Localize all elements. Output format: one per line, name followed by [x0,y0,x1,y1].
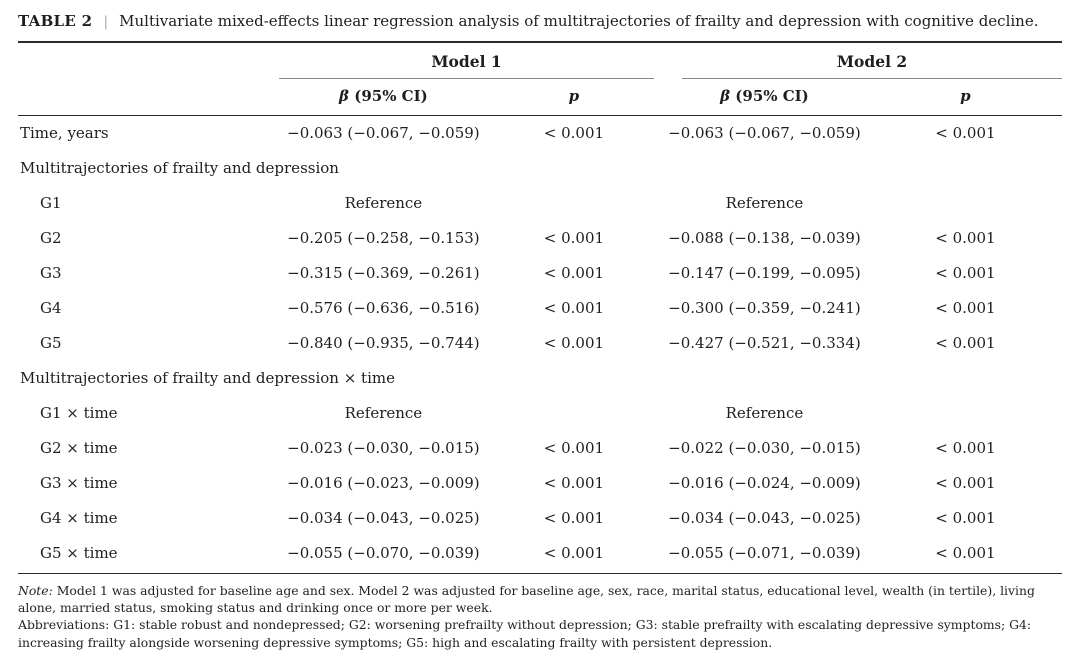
model2-label: Model 2 [836,51,908,71]
table-row-g3: G3 −0.315 (−0.369, −0.261) < 0.001 −0.14… [18,256,1062,291]
p-cell: < 0.001 [543,333,605,352]
row-label: G1 × time [40,403,118,422]
p-cell: < 0.001 [935,508,996,527]
table-abbreviations: Abbreviations: G1: stable robust and non… [18,617,1032,650]
p-cell: < 0.001 [543,263,605,282]
p-cell: < 0.001 [935,438,996,457]
beta-cell: −0.034 (−0.043, −0.025) [668,508,861,527]
beta-cell: −0.063 (−0.067, −0.059) [668,123,861,142]
table-note: Note: Model 1 was adjusted for baseline … [18,582,1062,617]
beta-ci-label: (95% CI) [349,86,428,105]
p-cell: < 0.001 [935,333,996,352]
table-row-g1-time: G1 × time Reference Reference [18,396,1062,431]
beta-cell: −0.576 (−0.636, −0.516) [287,298,480,317]
p-cell: < 0.001 [868,535,1062,574]
row-label: G3 [40,263,62,282]
reference-cell: Reference [344,193,423,212]
column-header-row: β (95% CI) p β (95% CI) p [18,78,1062,116]
table-row-g5: G5 −0.840 (−0.935, −0.744) < 0.001 −0.42… [18,326,1062,361]
p-cell: < 0.001 [935,228,996,247]
beta-cell: −0.315 (−0.369, −0.261) [287,263,480,282]
table-row-g4-time: G4 × time −0.034 (−0.043, −0.025) < 0.00… [18,501,1062,536]
section-label: Multitrajectories of frailty and depress… [20,158,339,177]
beta-cell: −0.147 (−0.199, −0.095) [668,263,861,282]
p-cell [869,396,1062,431]
p-cell: < 0.001 [935,123,996,142]
p-cell: < 0.001 [543,438,605,457]
p-cell [488,396,660,431]
empty-label-header [18,78,279,116]
row-label: G5 × time [18,535,279,574]
model2-p-header: p [868,78,1062,116]
table-row-g1: G1 Reference Reference [18,186,1062,221]
p-cell: < 0.001 [487,535,661,574]
table-row-g2: G2 −0.205 (−0.258, −0.153) < 0.001 −0.08… [18,221,1062,256]
model1-beta-header: β (95% CI) [279,78,488,116]
model2-beta-header: β (95% CI) [660,78,869,116]
reference-cell: Reference [725,403,804,422]
section-label: Multitrajectories of frailty and depress… [20,368,395,387]
row-label: Time, years [20,123,109,142]
p-cell: < 0.001 [543,228,605,247]
empty-corner-cell [18,42,279,79]
p-cell: < 0.001 [543,473,605,492]
beta-cell: −0.088 (−0.138, −0.039) [668,228,861,247]
table-row-time: Time, years −0.063 (−0.067, −0.059) < 0.… [18,115,1062,151]
row-label: G1 [40,193,62,212]
beta-cell: −0.840 (−0.935, −0.744) [287,333,480,352]
beta-symbol: β [339,86,350,105]
caption-text: Multivariate mixed-effects linear regres… [119,12,1039,30]
note-text: Model 1 was adjusted for baseline age an… [18,582,1035,615]
regression-table: Model 1 Model 2 β (95% CI) p β (95% CI) … [18,40,1062,574]
section-row-multitrajectories: Multitrajectories of frailty and depress… [18,151,1062,186]
p-cell [869,186,1062,221]
p-cell: < 0.001 [543,298,605,317]
row-label: G2 [40,228,62,247]
model-group-header-row: Model 1 Model 2 [18,42,1062,79]
row-label: G4 [40,298,62,317]
p-cell: < 0.001 [935,263,996,282]
table-row-g2-time: G2 × time −0.023 (−0.030, −0.015) < 0.00… [18,431,1062,466]
beta-symbol: β [720,86,731,105]
table-number: TABLE 2 [18,12,93,30]
beta-cell: −0.034 (−0.043, −0.025) [287,508,480,527]
beta-cell: −0.205 (−0.258, −0.153) [287,228,480,247]
note-label: Note: [18,582,53,598]
model1-label: Model 1 [431,51,502,71]
row-label: G5 [40,333,62,352]
beta-cell: −0.016 (−0.023, −0.009) [287,473,480,492]
beta-cell: −0.300 (−0.359, −0.241) [668,298,861,317]
table-caption: TABLE 2 | Multivariate mixed-effects linea… [18,10,1062,41]
beta-cell: −0.055 (−0.071, −0.039) [660,535,869,574]
beta-ci-label: (95% CI) [730,86,809,105]
model1-group-header: Model 1 [279,42,660,79]
row-label: G4 × time [40,508,118,527]
table-row-g4: G4 −0.576 (−0.636, −0.516) < 0.001 −0.30… [18,291,1062,326]
table-row-g3-time: G3 × time −0.016 (−0.023, −0.009) < 0.00… [18,466,1062,501]
table-row-g5-time: G5 × time −0.055 (−0.070, −0.039) < 0.00… [18,535,1062,574]
table-footnotes: Note: Model 1 was adjusted for baseline … [18,574,1062,651]
reference-cell: Reference [344,403,423,422]
beta-cell: −0.016 (−0.024, −0.009) [668,473,861,492]
beta-cell: −0.063 (−0.067, −0.059) [287,123,480,142]
p-cell: < 0.001 [543,123,605,142]
beta-cell: −0.055 (−0.070, −0.039) [279,535,488,574]
caption-separator: | [103,14,109,30]
beta-cell: −0.427 (−0.521, −0.334) [668,333,861,352]
p-cell: < 0.001 [543,508,605,527]
row-label: G2 × time [40,438,118,457]
beta-cell: −0.022 (−0.030, −0.015) [668,438,861,457]
model1-p-header: p [487,78,661,116]
p-cell: < 0.001 [935,298,996,317]
reference-cell: Reference [725,193,804,212]
section-row-multitrajectories-time: Multitrajectories of frailty and depress… [18,361,1062,396]
row-label: G3 × time [40,473,118,492]
p-cell [488,186,660,221]
beta-cell: −0.023 (−0.030, −0.015) [287,438,480,457]
model2-group-header: Model 2 [660,42,1062,79]
p-cell: < 0.001 [935,473,996,492]
